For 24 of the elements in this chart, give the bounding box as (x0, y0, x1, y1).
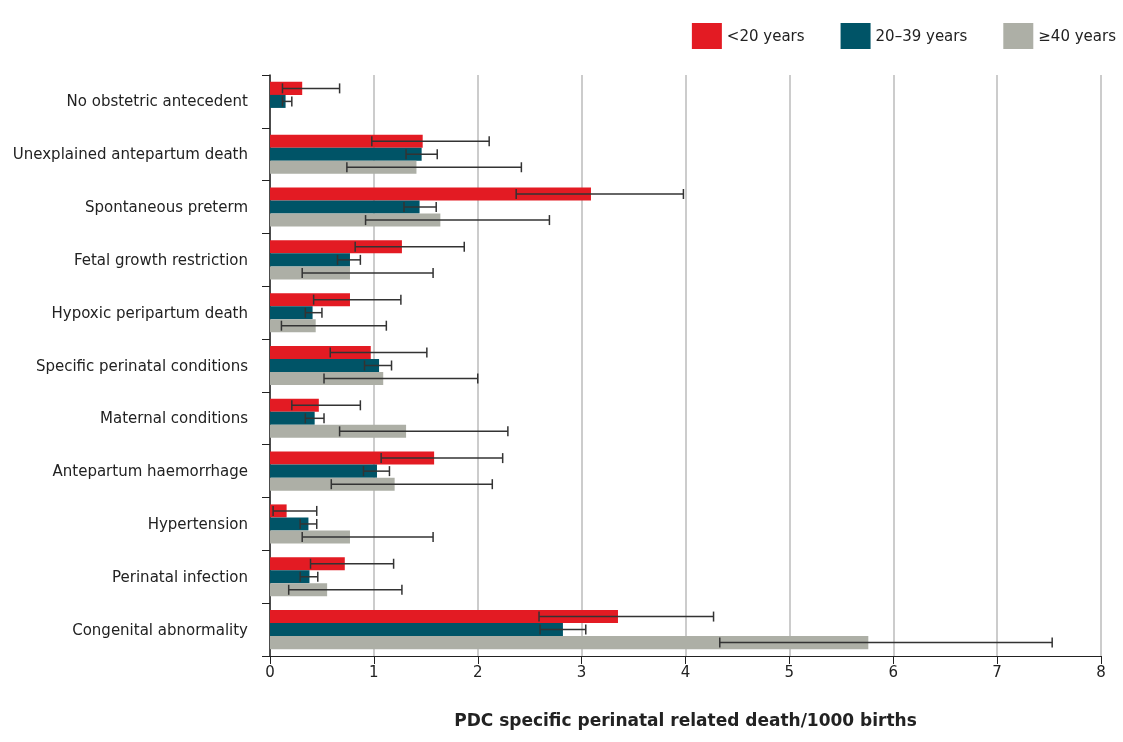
x-tick-label: 1 (369, 662, 379, 681)
y-tick-label: No obstetric antecedent (66, 92, 249, 111)
y-tick-label: Fetal growth restriction (73, 250, 248, 269)
legend-label: 20–39 years (875, 27, 968, 45)
x-tick-label: 7 (992, 662, 1002, 681)
x-tick-label: 5 (784, 662, 795, 681)
y-tick-label: Maternal conditions (100, 409, 249, 428)
x-tick-label: 8 (1096, 662, 1106, 681)
x-tick-label: 0 (265, 662, 275, 681)
y-tick-label: Congenital abnormality (72, 620, 249, 639)
x-tick-label: 6 (888, 662, 899, 681)
y-tick-label: Spontaneous preterm (84, 198, 248, 217)
x-tick-label: 2 (472, 662, 483, 681)
x-axis-title: PDC specific perinatal related death/1000 births (454, 709, 917, 730)
y-tick-label: Antepartum haemorrhage (52, 462, 248, 481)
y-tick-label: Perinatal infection (112, 567, 248, 586)
y-tick-label: Specific perinatal conditions (35, 356, 249, 375)
legend-label: ≥40 years (1038, 27, 1117, 45)
y-tick-label: Unexplained antepartum death (12, 145, 248, 164)
legend-label: <20 years (726, 27, 805, 45)
x-tick-label: 3 (576, 662, 587, 681)
y-tick-label: Hypertension (147, 514, 248, 533)
x-tick-label: 4 (680, 662, 691, 681)
y-tick-label: Hypoxic peripartum death (51, 303, 248, 322)
